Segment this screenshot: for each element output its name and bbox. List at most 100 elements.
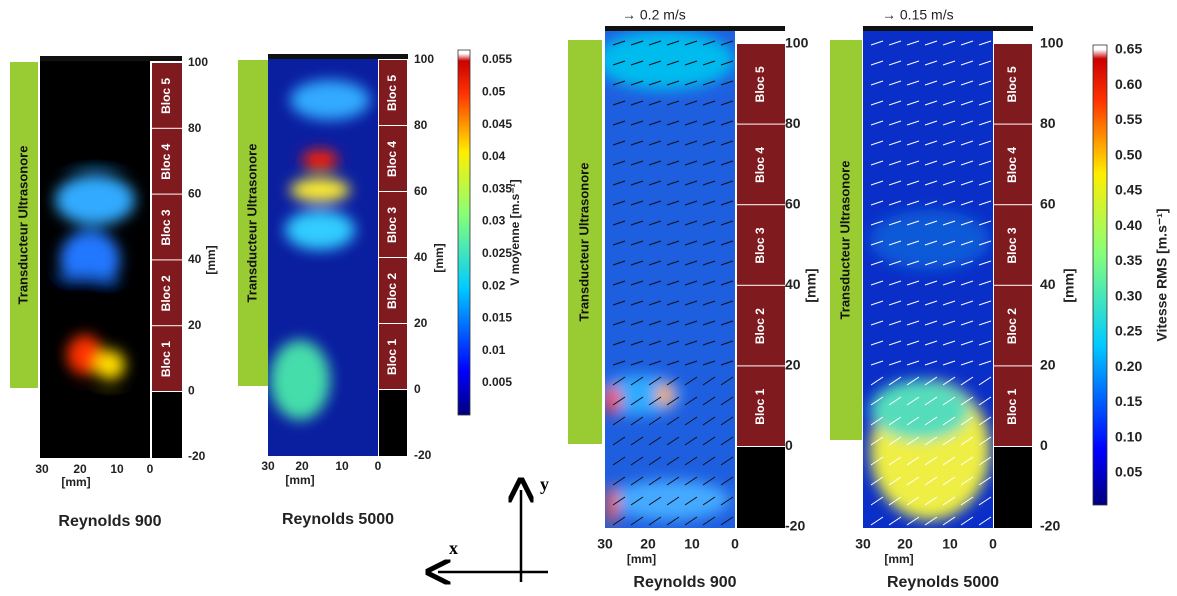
y-tick-label: 20	[1040, 357, 1056, 373]
vector	[870, 120, 884, 126]
bloc	[152, 326, 182, 391]
vector	[906, 40, 920, 46]
vector	[720, 456, 734, 466]
vector	[906, 300, 920, 306]
vector	[906, 220, 920, 226]
vector	[942, 360, 956, 366]
vector	[684, 120, 698, 126]
vector	[960, 436, 974, 446]
vector	[702, 260, 716, 266]
vector	[960, 60, 974, 66]
vector	[978, 180, 992, 186]
vector	[612, 496, 626, 506]
vector	[942, 456, 956, 466]
colorbar-tick-label: 0.03	[482, 214, 506, 228]
heat-region	[67, 335, 103, 375]
panel: Transducteur Ultrasonore Bloc 5 Bloc 4 Bloc…	[238, 52, 446, 528]
y-tick-label: 80	[785, 115, 801, 131]
vector	[648, 340, 662, 346]
vector	[684, 320, 698, 326]
vector	[666, 416, 680, 426]
vector	[870, 340, 884, 346]
vector	[630, 140, 644, 146]
heatmap-top	[268, 54, 408, 59]
vector	[720, 280, 734, 286]
heat-region	[870, 210, 990, 270]
y-tick-label: 40	[414, 250, 428, 264]
vector	[978, 80, 992, 86]
heatmap-field	[40, 132, 150, 445]
y-tick-label: -20	[188, 449, 206, 463]
vector	[684, 476, 698, 486]
vector	[942, 416, 956, 426]
transducer	[830, 40, 862, 440]
vector	[648, 280, 662, 286]
vector	[612, 180, 626, 186]
vector	[888, 496, 902, 506]
vector	[648, 100, 662, 106]
x-tick-label: 20	[640, 536, 656, 552]
y-tick-label: 60	[1040, 196, 1056, 212]
x-tick-label: 10	[684, 536, 700, 552]
vector	[666, 436, 680, 446]
vector	[612, 100, 626, 106]
vector	[942, 320, 956, 326]
vector	[870, 40, 884, 46]
panel: Transducteur Ultrasonore Bloc 5 Bloc 4 Bloc…	[568, 7, 819, 591]
transducer	[10, 62, 38, 388]
y-tick-label: 20	[188, 318, 202, 332]
vector	[630, 280, 644, 286]
bloc-label: Bloc 2	[385, 273, 399, 309]
heat-region	[870, 380, 970, 440]
vector	[924, 100, 938, 106]
vector	[960, 140, 974, 146]
vector	[942, 496, 956, 506]
vector	[960, 476, 974, 486]
vector	[978, 60, 992, 66]
heatmap-field	[605, 30, 735, 526]
vector	[978, 376, 992, 386]
heat-region	[610, 480, 730, 520]
bloc-label: Bloc 5	[159, 78, 173, 114]
vector	[666, 376, 680, 386]
vector	[648, 160, 662, 166]
vector	[978, 280, 992, 286]
y-tick-label: 0	[785, 437, 793, 453]
x-tick-label: 10	[110, 462, 124, 476]
vector	[684, 496, 698, 506]
x-tick-label: 10	[335, 459, 349, 473]
vector	[960, 376, 974, 386]
bloc-label: Bloc 4	[753, 147, 767, 183]
vector	[612, 120, 626, 126]
vector	[888, 140, 902, 146]
heat-region	[605, 30, 735, 90]
vector	[924, 140, 938, 146]
vector	[648, 436, 662, 446]
vector	[720, 160, 734, 166]
vector	[888, 60, 902, 66]
vector	[684, 60, 698, 66]
vector	[870, 416, 884, 426]
vector	[684, 80, 698, 86]
vector	[684, 200, 698, 206]
vector	[906, 416, 920, 426]
bloc-label: Bloc 4	[159, 143, 173, 179]
vector	[978, 200, 992, 206]
vector	[960, 496, 974, 506]
heatmap-top	[605, 26, 785, 31]
vector	[630, 160, 644, 166]
y-tick-label: 80	[1040, 115, 1056, 131]
colorbar-tick-label: 0.50	[1115, 146, 1142, 162]
y-axis-icon-label: y	[540, 474, 549, 494]
bloc-label: Bloc 1	[1005, 388, 1019, 424]
vector	[666, 496, 680, 506]
vector	[924, 80, 938, 86]
vector	[924, 476, 938, 486]
vector	[648, 60, 662, 66]
vector	[684, 40, 698, 46]
vector	[702, 416, 716, 426]
vector	[942, 40, 956, 46]
vector	[978, 260, 992, 266]
bloc	[994, 124, 1032, 205]
vector	[888, 160, 902, 166]
